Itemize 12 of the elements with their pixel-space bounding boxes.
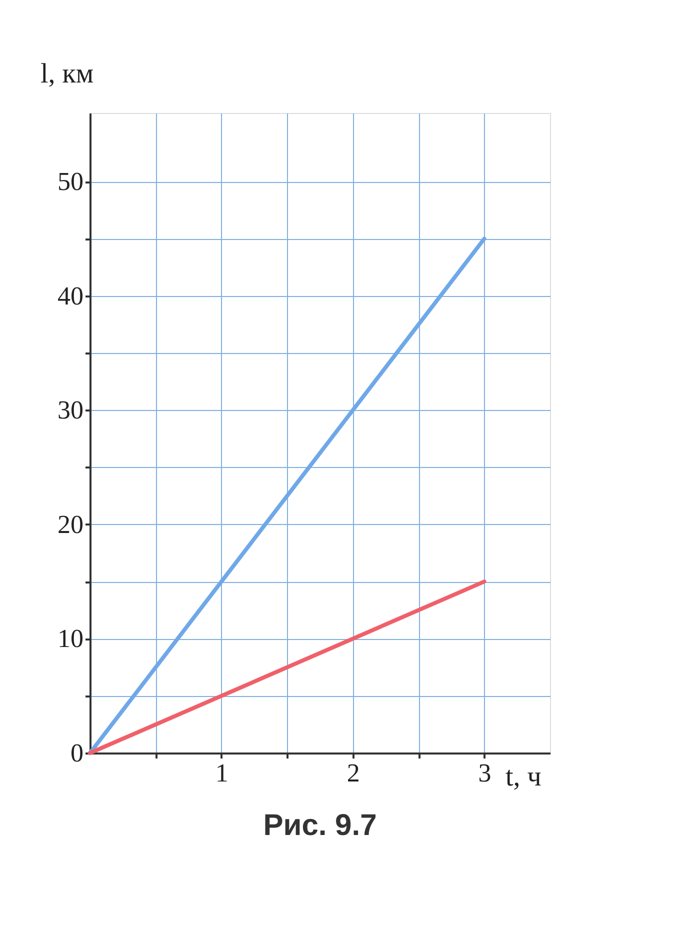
y-tick-label: 0 bbox=[70, 738, 84, 768]
y-tick-label: 10 bbox=[58, 624, 84, 654]
x-axis-title: t, ч bbox=[506, 762, 542, 792]
y-tick-label: 50 bbox=[58, 167, 84, 196]
x-tick-label: 2 bbox=[346, 758, 360, 788]
text: Рис. 9.7 bbox=[263, 809, 377, 842]
y-tick-label: 40 bbox=[58, 281, 84, 310]
y-tick-label: 20 bbox=[58, 510, 84, 539]
y-tick-label: 30 bbox=[58, 396, 84, 425]
x-tick-label: 3 bbox=[478, 758, 492, 788]
y-axis-title: l, км bbox=[40, 58, 94, 90]
x-tick-label: 1 bbox=[215, 758, 228, 788]
